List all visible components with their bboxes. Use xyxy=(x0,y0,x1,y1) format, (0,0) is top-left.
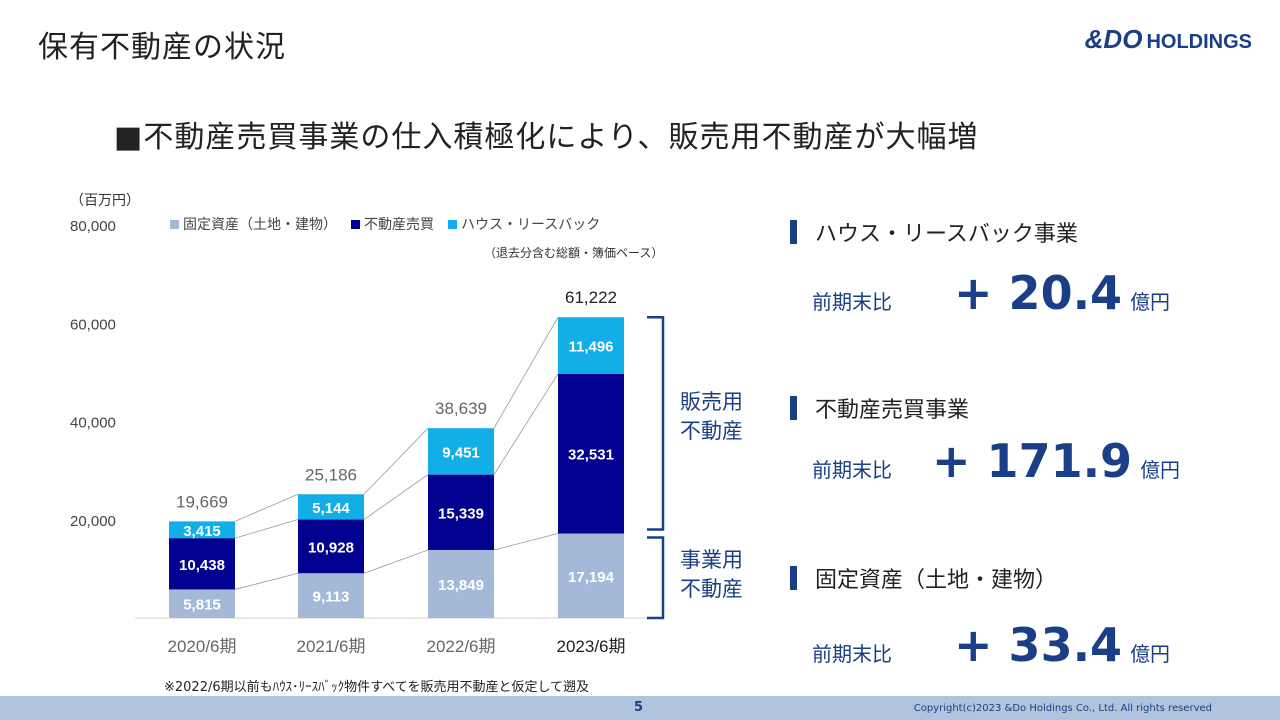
x-tick-label: 2022/6期 xyxy=(427,637,496,656)
y-tick-label: 60,000 xyxy=(70,316,116,333)
bracket-label-business: 事業用 不動産 xyxy=(680,546,750,604)
legend-note: （退去分含む総額・簿価ベース） xyxy=(484,246,664,260)
footer-bar xyxy=(0,696,1280,720)
connector-line xyxy=(493,317,559,429)
data-label: 3,415 xyxy=(183,523,221,540)
x-tick-label: 2021/6期 xyxy=(297,637,366,656)
legend-label-trading: 不動産売買 xyxy=(364,217,434,233)
bar-segment xyxy=(428,474,494,550)
data-label: 9,113 xyxy=(313,589,350,606)
bar-segment xyxy=(169,521,235,539)
bar-segment xyxy=(428,428,494,475)
segment-marker xyxy=(790,566,797,590)
bar-segment xyxy=(169,538,235,590)
page-number: 5 xyxy=(634,700,644,715)
legend-swatch-trading xyxy=(351,219,360,229)
segment-value: + 33.4 xyxy=(954,618,1123,672)
total-label: 38,639 xyxy=(435,399,487,418)
segment-compare-label: 前期末比 xyxy=(812,458,892,482)
copyright: Copyright(c)2023 &Do Holdings Co., Ltd. … xyxy=(913,703,1212,714)
legend-item-leaseback: ハウス・リースバック xyxy=(448,214,600,234)
segment-name: ハウス・リースバック事業 xyxy=(815,222,1078,247)
y-tick-label: 80,000 xyxy=(70,218,116,235)
headline: ■不動産売買事業の仕入積極化により、販売用不動産が大幅増 xyxy=(114,120,979,155)
legend-swatch-fixed xyxy=(170,219,179,229)
x-tick-label: 2020/6期 xyxy=(168,637,237,656)
connector-line xyxy=(493,373,559,475)
segment-value: + 20.4 xyxy=(954,266,1123,320)
legend-item-trading: 不動産売買 xyxy=(351,214,434,234)
data-label: 10,928 xyxy=(308,539,354,556)
logo-text: HOLDINGS xyxy=(1146,31,1252,53)
total-label: 61,222 xyxy=(565,288,617,307)
data-label: 5,144 xyxy=(312,500,350,517)
connector-line xyxy=(363,474,429,520)
segment-unit: 億円 xyxy=(1140,458,1181,482)
connector-line xyxy=(363,427,429,495)
data-label: 15,339 xyxy=(438,505,484,522)
bar-segment xyxy=(558,533,624,618)
total-label: 19,669 xyxy=(176,492,228,511)
data-label: 13,849 xyxy=(438,577,484,594)
page-title: 保有不動産の状況 xyxy=(38,30,286,65)
y-tick-label: 40,000 xyxy=(70,415,116,432)
segment-value: + 171.9 xyxy=(932,434,1133,488)
data-label: 5,815 xyxy=(183,597,221,614)
bracket-sales xyxy=(647,315,665,531)
bracket-label-sales: 販売用 不動産 xyxy=(680,388,750,446)
bar-segment xyxy=(558,317,624,374)
segment-name: 不動産売買事業 xyxy=(815,398,970,423)
bar-segment xyxy=(558,373,624,534)
connector-line xyxy=(234,493,299,522)
legend-swatch-leaseback xyxy=(448,219,457,229)
connector-line xyxy=(493,533,559,551)
company-logo: &DO HOLDINGS xyxy=(1085,24,1252,55)
data-label: 32,531 xyxy=(568,447,614,464)
segment-marker xyxy=(790,396,797,420)
bracket-label-business-text: 事業用 不動産 xyxy=(680,548,743,601)
bracket-label-sales-text: 販売用 不動産 xyxy=(680,390,743,443)
connector-line xyxy=(234,519,299,539)
y-tick-label: 20,000 xyxy=(70,513,116,530)
segment-fixed: 固定資産（土地・建物） 前期末比 + 33.4 億円 xyxy=(790,562,1210,672)
bar-segment xyxy=(298,494,364,520)
data-label: 17,194 xyxy=(568,569,615,586)
segment-compare-label: 前期末比 xyxy=(812,642,892,666)
legend-item-fixed: 固定資産（土地・建物） xyxy=(170,214,337,234)
stacked-bar-chart: 20,000 40,000 60,000 80,000 5,815 10,438 3,415… xyxy=(70,218,665,656)
logo-mark: &DO xyxy=(1084,24,1143,54)
bar-segment xyxy=(298,573,364,618)
data-label: 11,496 xyxy=(568,338,613,355)
chart-legend: 固定資産（土地・建物） 不動産売買 ハウス・リースバック xyxy=(170,214,600,234)
bar-segment xyxy=(298,519,364,574)
bracket-business xyxy=(647,536,665,620)
segment-name: 固定資産（土地・建物） xyxy=(815,568,1058,593)
legend-label-fixed: 固定資産（土地・建物） xyxy=(183,217,337,233)
total-label: 25,186 xyxy=(305,465,357,484)
segment-marker xyxy=(790,220,797,244)
connector-line xyxy=(363,549,429,574)
x-tick-label: 2023/6期 xyxy=(557,637,626,656)
segment-leaseback: ハウス・リースバック事業 前期末比 + 20.4 億円 xyxy=(790,216,1210,320)
chart-unit-label: （百万円） xyxy=(70,193,140,209)
data-label: 10,438 xyxy=(179,557,225,574)
legend-label-leaseback: ハウス・リースバック xyxy=(461,217,601,233)
connector-line xyxy=(234,572,299,590)
bar-segment xyxy=(428,549,494,618)
segment-trading: 不動産売買事業 前期末比 + 171.9 億円 xyxy=(790,392,1210,488)
segment-compare-label: 前期末比 xyxy=(812,290,892,314)
data-label: 9,451 xyxy=(442,444,480,461)
segment-unit: 億円 xyxy=(1130,290,1171,314)
chart-footnote: ※2022/6期以前もﾊｳｽ･ﾘｰｽﾊﾞｯｸ物件すべてを販売用不動産と仮定して遡… xyxy=(164,680,590,695)
segment-unit: 億円 xyxy=(1130,642,1171,666)
bar-segment xyxy=(169,589,235,618)
